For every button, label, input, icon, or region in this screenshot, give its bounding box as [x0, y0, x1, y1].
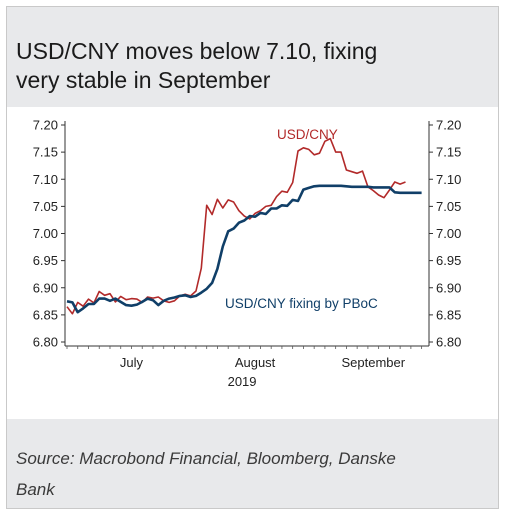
y-tick-label-left: 6.85	[33, 307, 58, 322]
y-tick-label-left: 7.05	[33, 199, 58, 214]
chart-title: USD/CNY moves below 7.10, fixing very st…	[16, 37, 486, 95]
x-month-label: July	[120, 355, 144, 370]
source-line-2: Bank	[16, 474, 486, 505]
y-tick-label-left: 6.80	[33, 335, 58, 350]
chart-title-line-2: very stable in September	[16, 66, 486, 95]
y-tick-label-right: 6.85	[436, 307, 461, 322]
source-line-1: Source: Macrobond Financial, Bloomberg, …	[16, 443, 486, 474]
y-tick-label-left: 7.00	[33, 226, 58, 241]
line-chart: 7.20 7.20 7.15 7.15 7.10 7.10 7.05 7.05 7.00 7.00…	[7, 107, 498, 419]
y-tick-label-right: 7.20	[436, 118, 461, 133]
chart-card: USD/CNY moves below 7.10, fixing very st…	[6, 6, 499, 509]
chart-title-line-1: USD/CNY moves below 7.10, fixing	[16, 37, 486, 66]
fixing-series-line	[67, 186, 422, 312]
y-tick-label-right: 7.15	[436, 145, 461, 160]
source-note: Source: Macrobond Financial, Bloomberg, …	[16, 443, 486, 505]
y-tick-label-left: 6.90	[33, 280, 58, 295]
y-tick-label-right: 7.05	[436, 199, 461, 214]
y-tick-label-left: 6.95	[33, 253, 58, 268]
y-tick-label-right: 6.80	[436, 335, 461, 350]
x-month-label: August	[235, 355, 276, 370]
y-tick-label-right: 6.90	[436, 280, 461, 295]
y-tick-label-right: 6.95	[436, 253, 461, 268]
y-tick-label-right: 7.10	[436, 172, 461, 187]
y-tick-label-left: 7.15	[33, 145, 58, 160]
y-tick-label-left: 7.20	[33, 118, 58, 133]
fixing-series-label: USD/CNY fixing by PBoC	[225, 296, 378, 311]
title-band: USD/CNY moves below 7.10, fixing very st…	[7, 7, 498, 107]
y-tick-label-right: 7.00	[436, 226, 461, 241]
y-tick-label-left: 7.10	[33, 172, 58, 187]
usdcny-series-label: USD/CNY	[277, 127, 338, 142]
source-band: Source: Macrobond Financial, Bloomberg, …	[7, 419, 498, 508]
x-year-label: 2019	[228, 374, 257, 389]
x-month-label: September	[341, 355, 405, 370]
